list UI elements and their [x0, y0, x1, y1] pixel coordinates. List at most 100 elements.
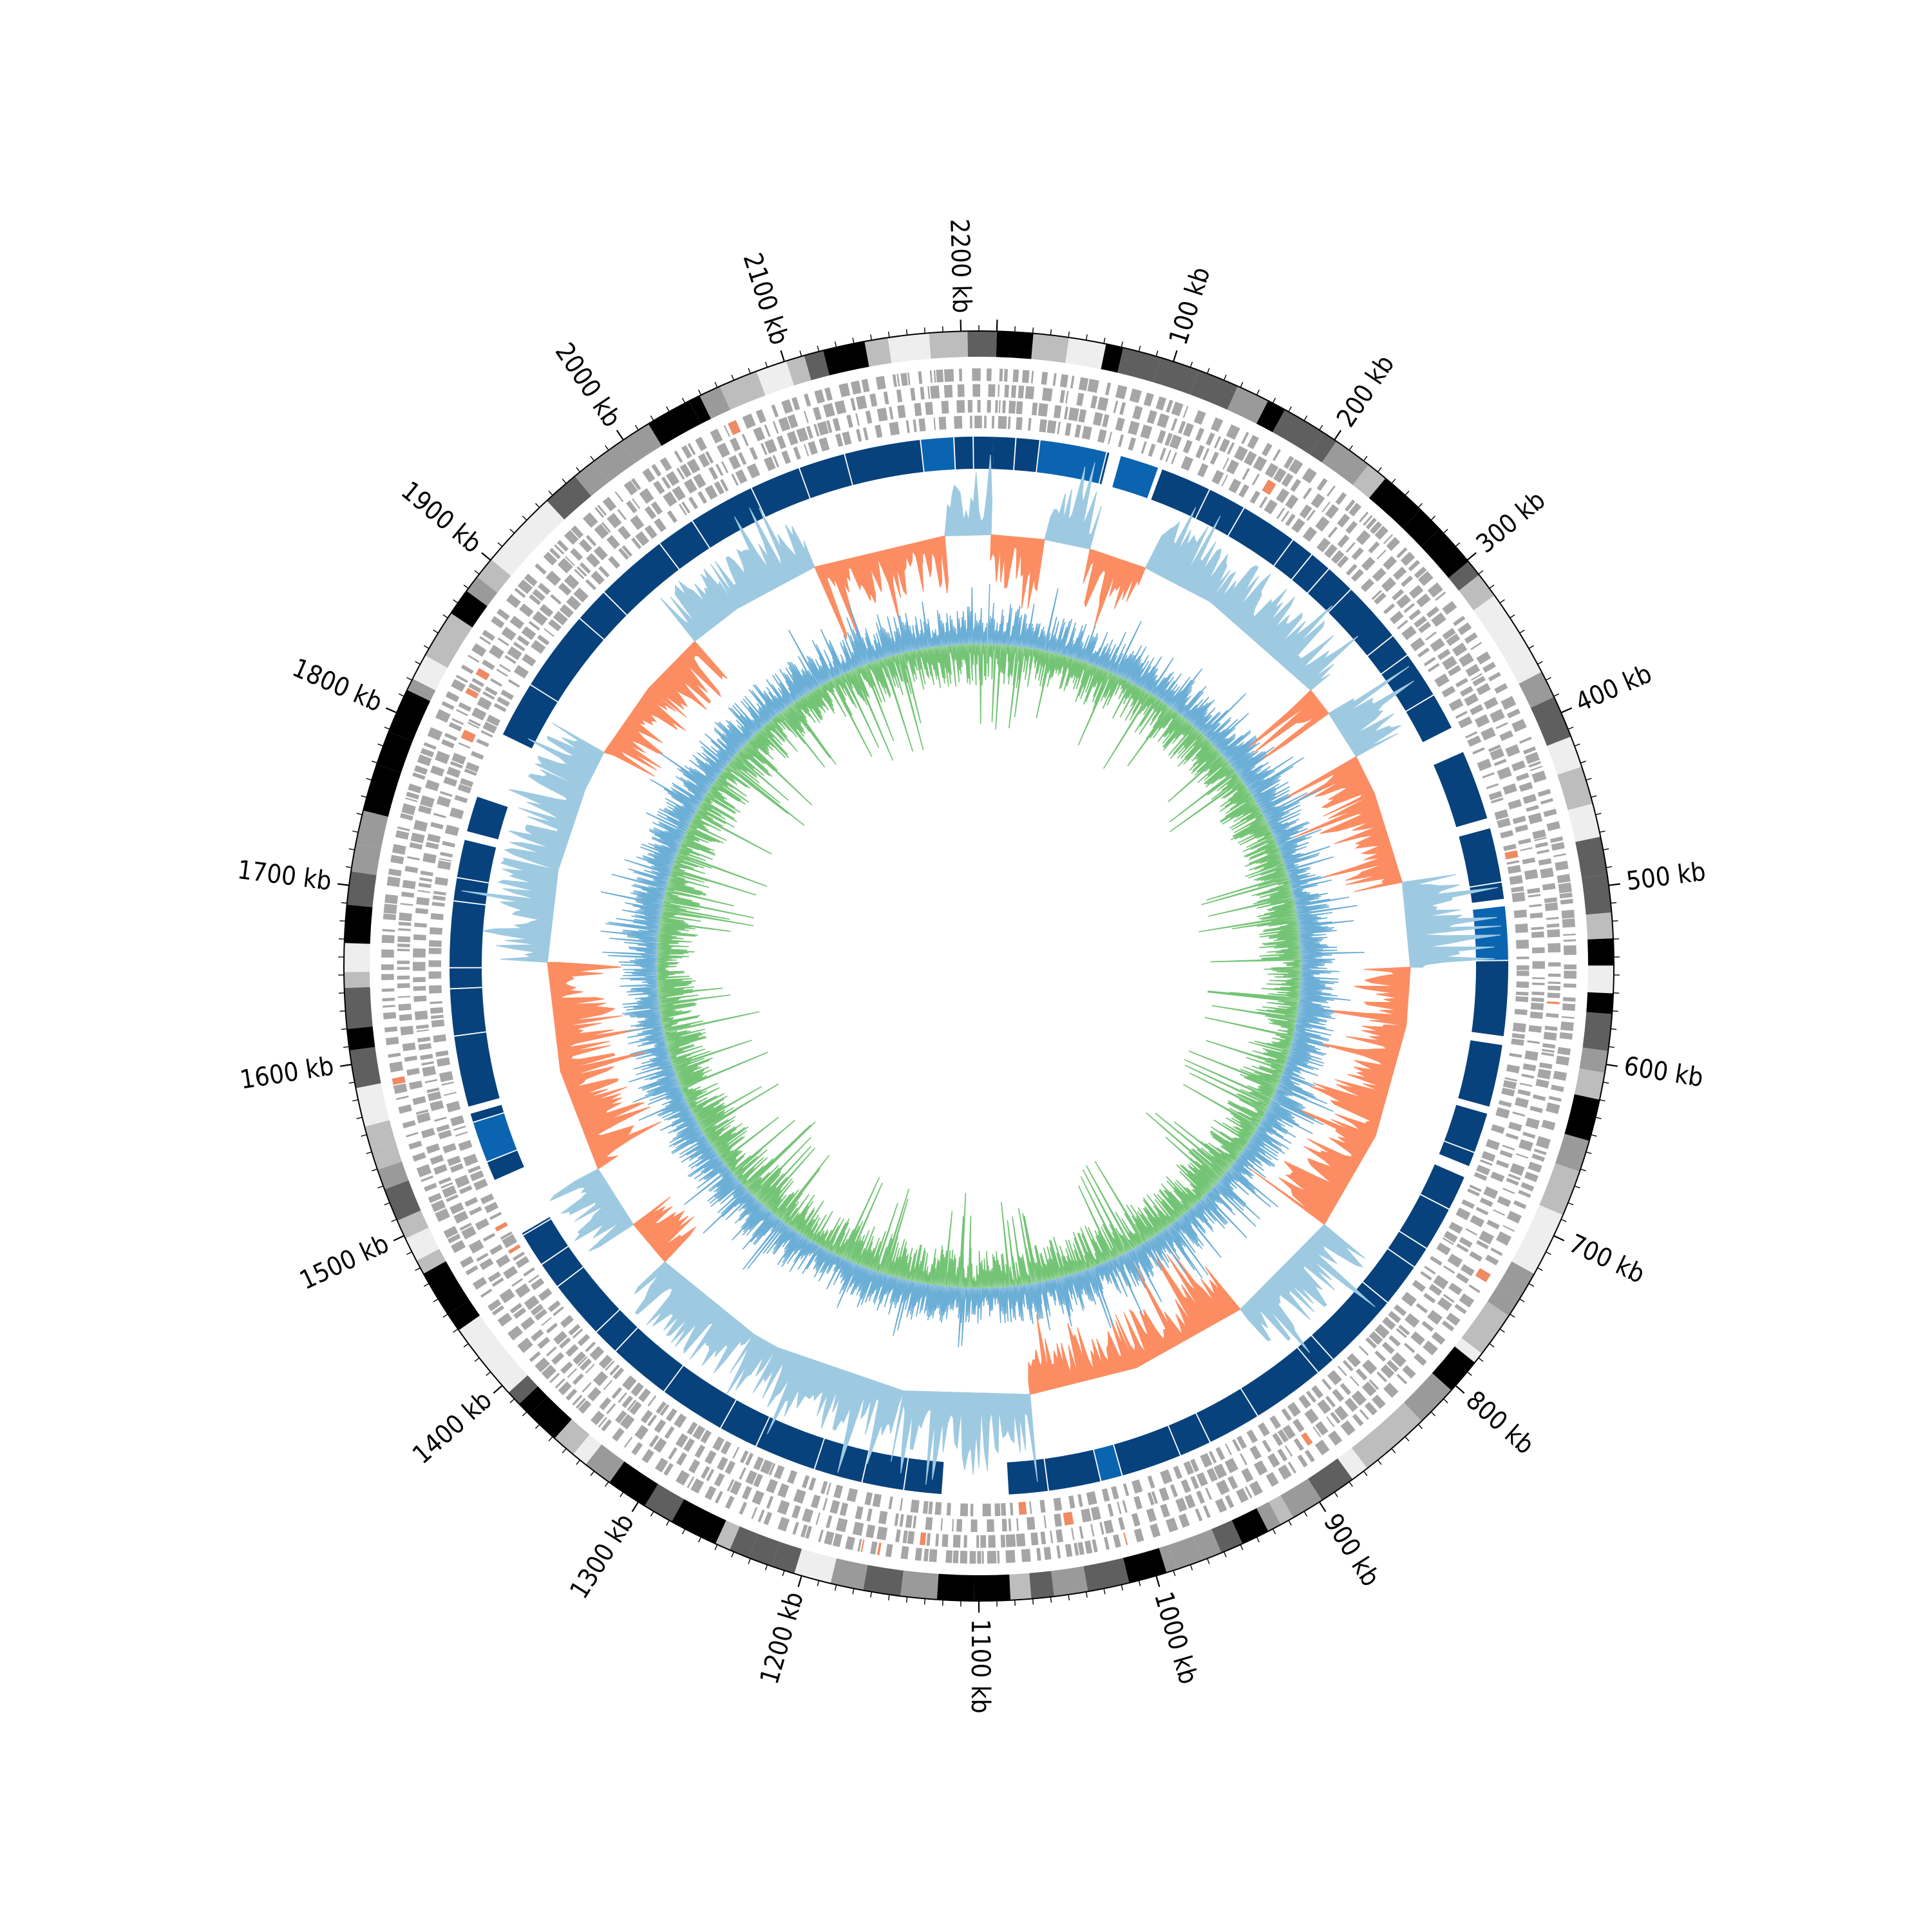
feature-mark — [482, 1233, 496, 1242]
feature-mark — [1456, 1243, 1469, 1253]
feature-mark — [653, 480, 665, 495]
feature-mark — [423, 742, 437, 750]
feature-mark — [412, 1095, 426, 1105]
feature-mark — [491, 616, 505, 629]
feature-mark — [741, 433, 749, 446]
feature-mark — [495, 1222, 508, 1232]
feature-mark — [1059, 374, 1068, 388]
minor-tick — [1303, 1511, 1308, 1517]
feature-mark — [929, 1549, 938, 1562]
feature-mark — [428, 947, 442, 954]
feature-mark — [1118, 1517, 1126, 1531]
ideogram-band — [519, 1386, 548, 1415]
feature-mark — [1306, 509, 1316, 522]
block-segment — [862, 1451, 908, 1490]
feature-mark — [1321, 1378, 1332, 1390]
feature-mark — [383, 1005, 395, 1008]
feature-mark — [397, 996, 411, 998]
feature-mark — [430, 913, 444, 920]
feature-mark — [1534, 837, 1547, 842]
feature-mark — [910, 1499, 920, 1513]
minor-tick — [361, 795, 367, 798]
feature-mark — [1206, 432, 1215, 446]
feature-mark — [1530, 1002, 1544, 1010]
feature-mark — [460, 729, 477, 743]
feature-mark — [933, 417, 936, 430]
feature-mark — [714, 481, 724, 495]
feature-mark — [1522, 857, 1536, 865]
feature-mark — [1363, 515, 1373, 526]
feature-mark — [1315, 516, 1330, 532]
ideogram-band — [344, 904, 373, 944]
feature-mark — [465, 762, 480, 773]
feature-mark — [1056, 1545, 1061, 1558]
block-segment — [974, 437, 994, 469]
ideogram-band — [609, 1461, 659, 1506]
feature-mark — [926, 1533, 931, 1546]
feature-mark — [400, 813, 413, 821]
major-tick — [1155, 1575, 1160, 1587]
feature-mark — [451, 717, 464, 726]
block-segment — [1151, 469, 1209, 518]
feature-mark — [456, 709, 468, 717]
feature-mark — [383, 904, 397, 914]
feature-mark — [1499, 1100, 1512, 1108]
feature-mark — [692, 1425, 706, 1440]
block-segment — [692, 488, 765, 548]
minor-tick — [1603, 848, 1609, 851]
feature-mark — [431, 1019, 445, 1028]
minor-tick — [1189, 1564, 1193, 1571]
ideogram-band — [343, 943, 370, 972]
feature-mark — [1499, 730, 1513, 741]
major-tick — [616, 430, 624, 440]
feature-mark — [1433, 1274, 1449, 1290]
feature-mark — [507, 679, 520, 688]
feature-mark — [413, 977, 426, 983]
minor-tick — [356, 1117, 363, 1119]
feature-mark — [1262, 1439, 1272, 1453]
feature-mark — [1249, 490, 1261, 504]
feature-mark — [464, 768, 477, 776]
feature-mark — [1531, 926, 1544, 931]
feature-mark — [999, 368, 1003, 382]
feature-mark — [900, 372, 908, 386]
feature-mark — [1455, 1273, 1470, 1284]
minor-tick — [1288, 406, 1292, 412]
feature-mark — [622, 1375, 637, 1391]
major-tick — [339, 1063, 352, 1067]
feature-mark — [1448, 1282, 1463, 1296]
feature-mark — [603, 1379, 612, 1390]
feature-mark — [1502, 783, 1517, 795]
feature-mark — [408, 783, 422, 793]
feature-mark — [529, 1351, 541, 1363]
feature-mark — [1050, 1530, 1054, 1544]
feature-mark — [460, 778, 474, 788]
feature-mark — [1077, 1493, 1083, 1507]
feature-mark — [1467, 735, 1482, 747]
feature-mark — [1453, 616, 1466, 627]
feature-mark — [1469, 1184, 1482, 1192]
feature-mark — [1057, 421, 1061, 435]
feature-mark — [998, 384, 1000, 397]
feature-mark — [1218, 438, 1231, 453]
feature-mark — [1416, 1303, 1428, 1314]
feature-mark — [1200, 1453, 1213, 1468]
feature-mark — [641, 1449, 654, 1464]
feature-mark — [1211, 417, 1224, 432]
feature-mark — [1491, 1124, 1505, 1134]
tick-label: 1700 kb — [236, 855, 333, 896]
feature-mark — [1284, 1445, 1293, 1457]
minor-tick — [1272, 1528, 1276, 1535]
ideogram-band — [1579, 1047, 1609, 1073]
feature-mark — [730, 437, 741, 452]
feature-mark — [791, 1504, 801, 1519]
feature-mark — [530, 1278, 545, 1291]
feature-mark — [1464, 632, 1478, 644]
feature-mark — [427, 1091, 442, 1101]
minor-tick — [497, 542, 503, 547]
feature-mark — [1316, 478, 1328, 491]
feature-mark — [852, 1521, 864, 1536]
feature-mark — [1244, 451, 1257, 466]
feature-mark — [422, 1065, 437, 1077]
feature-mark — [1532, 1094, 1546, 1101]
